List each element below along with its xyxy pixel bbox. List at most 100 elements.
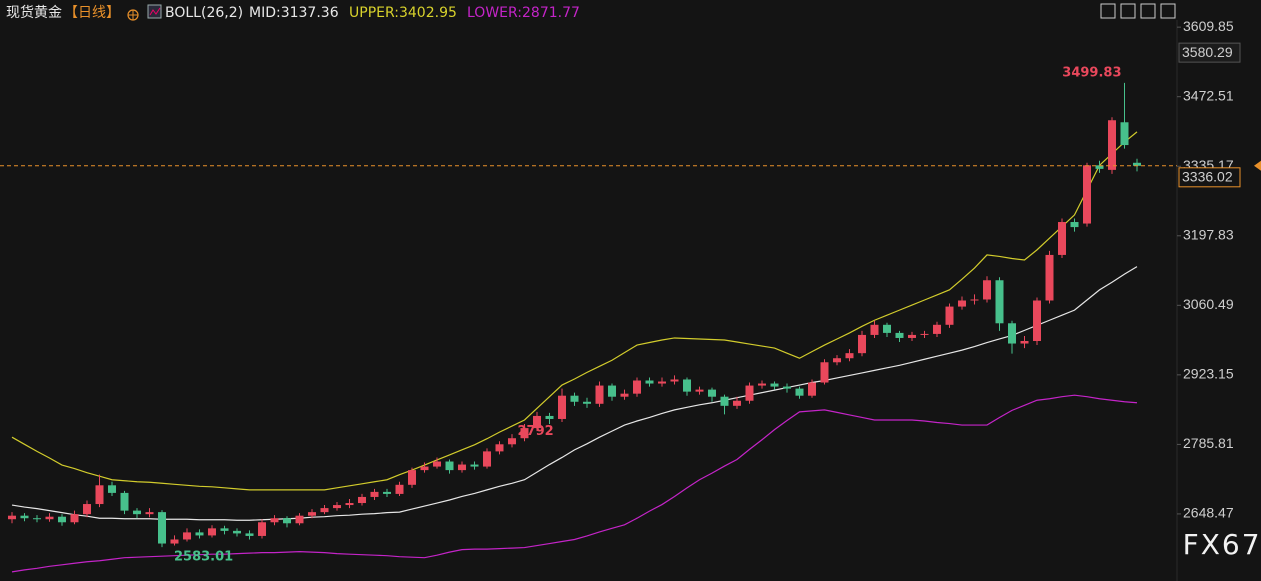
candle-body	[158, 512, 166, 544]
symbol: 现货黄金	[6, 4, 62, 21]
candle-body	[45, 516, 54, 520]
candle-body	[695, 389, 704, 392]
candle-body	[545, 415, 554, 419]
candle-body	[1058, 222, 1066, 255]
candle-body	[558, 395, 566, 419]
scale-marker-box	[1178, 42, 1241, 63]
tool-button[interactable]	[1120, 3, 1136, 19]
tool-button[interactable]	[1160, 3, 1176, 19]
candle-body	[933, 324, 941, 334]
candle-body	[783, 386, 791, 389]
candle-body	[1120, 122, 1129, 146]
candle-body	[945, 306, 954, 325]
candle-body	[1095, 165, 1104, 169]
candle-body	[258, 522, 266, 536]
y-tick-label: 2648.47	[1183, 505, 1234, 521]
candle-body	[620, 393, 629, 397]
candle-body	[245, 533, 254, 536]
band-line	[11, 131, 1138, 491]
candle-body	[408, 470, 416, 485]
candle-body	[1008, 323, 1016, 344]
y-tick-label: 3472.51	[1183, 87, 1234, 103]
candle-body	[483, 451, 491, 467]
band-line	[11, 266, 1138, 521]
candle-body	[708, 389, 716, 397]
candle-body	[395, 484, 404, 494]
candle-body	[595, 385, 604, 404]
candle-body	[1133, 162, 1141, 166]
candle-body	[195, 532, 204, 536]
candle-body	[645, 380, 654, 384]
candle-body	[745, 385, 754, 401]
candle-body	[520, 428, 529, 439]
candle-body	[470, 464, 479, 467]
candle-body	[70, 514, 79, 523]
y-tick-label: 3609.85	[1183, 18, 1234, 34]
candle-body	[1045, 254, 1054, 301]
candle-body	[20, 515, 29, 519]
low-label: 2583.01	[174, 550, 233, 565]
candle-body	[458, 464, 466, 471]
candle-body	[970, 299, 979, 301]
candle-body	[358, 496, 366, 504]
candle-body	[633, 380, 641, 394]
candle-body	[345, 503, 354, 506]
candle-body	[995, 280, 1004, 324]
candle-body	[533, 415, 541, 429]
toolbar	[1100, 3, 1176, 19]
candle-body	[770, 383, 779, 387]
candle-body	[895, 332, 904, 338]
candle-body	[295, 515, 304, 524]
candle-body	[683, 379, 691, 392]
candle-body	[833, 358, 841, 363]
indicator: BOLL(26,2)	[165, 5, 243, 21]
candle-body	[495, 444, 504, 452]
candle-body	[145, 512, 154, 515]
lower-value: LOWER:2871.77	[467, 5, 580, 21]
candle-body	[383, 491, 391, 494]
candle-body	[283, 518, 291, 524]
tool-button[interactable]	[1100, 3, 1116, 19]
scale-marker-label: 3580.29	[1182, 44, 1233, 60]
local-high-label: 2792	[518, 424, 554, 439]
candle-body	[820, 362, 829, 383]
candle-body	[220, 528, 229, 531]
candle-body	[83, 504, 91, 515]
candle-body	[958, 300, 966, 307]
last-price-arrow	[1254, 160, 1261, 171]
upper-value: UPPER:3402.95	[349, 5, 457, 21]
candle-body	[320, 508, 329, 513]
candle-body	[333, 505, 341, 509]
y-tick-label: 2923.15	[1183, 366, 1234, 382]
candle-body	[670, 379, 679, 382]
candle-body	[1020, 341, 1029, 344]
high-label: 3499.83	[1062, 65, 1121, 80]
candle-body	[608, 385, 616, 397]
candle-body	[883, 324, 891, 333]
candle-body	[658, 381, 666, 384]
band-line	[11, 394, 1138, 573]
candle-body	[983, 280, 991, 300]
candle-body	[1108, 120, 1116, 170]
candle-body	[108, 485, 116, 493]
candle-body	[920, 333, 929, 335]
candle-body	[433, 461, 441, 467]
candle-body	[1070, 222, 1079, 228]
candle-body	[445, 461, 454, 471]
candle-body	[1033, 300, 1041, 342]
last-price-box	[1178, 167, 1241, 188]
candle-body	[270, 518, 279, 523]
mid-value: MID:3137.36	[249, 5, 339, 21]
candle-body	[583, 401, 591, 404]
tool-button[interactable]	[1140, 3, 1156, 19]
candle-body	[208, 528, 216, 536]
y-tick-label: 2785.81	[1183, 435, 1234, 451]
candle-body	[570, 395, 579, 402]
candle-body	[845, 353, 854, 359]
last-price-label: 3336.02	[1182, 169, 1233, 185]
indicator-icon-line	[149, 7, 161, 16]
candle-body	[233, 530, 241, 534]
watermark: FX678	[1183, 528, 1261, 561]
